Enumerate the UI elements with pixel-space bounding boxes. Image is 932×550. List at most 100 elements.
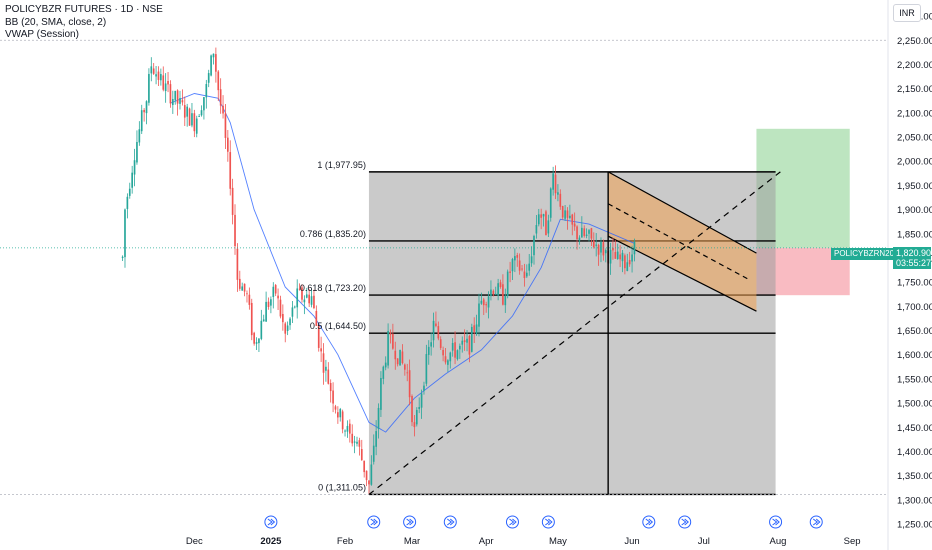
- candle-body: [602, 242, 605, 256]
- last-price-tag: 1,820.90 03:55:27: [893, 247, 931, 269]
- candle-body: [516, 255, 519, 258]
- candle-body: [351, 433, 354, 444]
- price-tick-label: 1,250.00: [897, 520, 932, 531]
- candle-body: [267, 301, 270, 307]
- candle-body: [145, 101, 148, 114]
- fib-level-label: 0 (1,311.05): [318, 482, 366, 492]
- candle-body: [547, 220, 550, 234]
- candle-body: [327, 369, 330, 384]
- candle-body: [322, 353, 325, 373]
- indicator-vwap[interactable]: VWAP (Session): [5, 29, 79, 40]
- candle-body: [136, 141, 138, 163]
- candle-body: [152, 68, 155, 74]
- candle-body: [315, 310, 318, 326]
- channel-lower: [607, 235, 757, 312]
- candle-body: [628, 260, 631, 265]
- currency-selector[interactable]: INR: [893, 4, 921, 22]
- candle-body: [595, 244, 598, 246]
- candle-body: [155, 74, 157, 77]
- candle-body: [272, 286, 275, 297]
- candle-body: [186, 106, 189, 117]
- candle-body: [246, 293, 248, 295]
- candle-body: [317, 325, 320, 348]
- candle-body: [401, 351, 404, 364]
- price-tick-label: 1,600.00: [897, 350, 932, 361]
- candle-body: [490, 289, 492, 297]
- price-tick-label: 1,300.00: [897, 495, 932, 506]
- time-tick-label: Mar: [404, 536, 420, 547]
- candle-body: [564, 210, 566, 219]
- candle-body: [540, 214, 543, 218]
- candle-body: [437, 326, 440, 339]
- candle-body: [179, 98, 181, 104]
- candle-body: [502, 284, 504, 305]
- candle-body: [399, 349, 401, 366]
- candle-body: [260, 320, 263, 339]
- candle-body: [482, 299, 485, 306]
- drawing-lines: [0, 39, 888, 495]
- event-icon: [541, 515, 555, 529]
- candle-body: [126, 196, 129, 209]
- candle-body: [243, 283, 246, 292]
- candle-body: [621, 252, 624, 262]
- candle-body: [203, 97, 205, 111]
- indicator-bb[interactable]: BB (20, SMA, close, 2): [5, 16, 107, 28]
- candle-body: [200, 110, 203, 116]
- candle-body: [229, 152, 232, 189]
- time-tick-label: 2025: [260, 536, 282, 547]
- candle-body: [346, 425, 349, 432]
- price-tick-label: 1,850.00: [897, 229, 932, 240]
- candle-body: [542, 214, 545, 217]
- time-tick-label: Feb: [337, 536, 353, 547]
- candle-body: [380, 377, 382, 410]
- candle-body: [353, 441, 356, 443]
- candle-body: [274, 285, 277, 294]
- candle-body: [210, 55, 212, 76]
- candle-body: [423, 385, 425, 391]
- candle-body: [384, 362, 387, 368]
- time-tick-label: May: [549, 536, 567, 547]
- candle-body: [612, 247, 614, 251]
- candle-body: [358, 440, 361, 447]
- candle-body: [217, 71, 220, 91]
- candle-body: [138, 129, 141, 143]
- candle-body: [597, 244, 600, 255]
- last-price-value: 1,820.90: [896, 248, 932, 258]
- chart-legend: POLICYBZR FUTURES · 1D · NSE BB (20, SMA…: [5, 4, 163, 42]
- candle-body: [430, 342, 432, 347]
- candle-body: [537, 214, 540, 225]
- price-tick-label: 1,350.00: [897, 471, 932, 482]
- event-icon: [642, 515, 656, 529]
- candle-body: [616, 251, 619, 259]
- candle-body: [282, 313, 284, 323]
- candle-body: [131, 172, 133, 188]
- candle-body: [320, 348, 322, 352]
- candle-body: [191, 113, 193, 126]
- candle-body: [480, 300, 483, 304]
- candle-body: [365, 470, 368, 481]
- candle-body: [162, 75, 165, 90]
- candle-body: [205, 84, 208, 98]
- time-axis: Dec 2025 Feb Mar Apr May Jun Jul Aug Sep: [186, 515, 861, 547]
- candle-body: [150, 66, 153, 74]
- candle-body: [305, 294, 308, 298]
- candle-body: [463, 340, 466, 343]
- candle-body: [576, 226, 578, 240]
- candle-body: [573, 223, 576, 227]
- candle-body: [404, 364, 406, 370]
- candle-body: [506, 271, 509, 297]
- candle-body: [236, 248, 239, 280]
- candle-body: [284, 323, 287, 334]
- event-icon: [769, 515, 783, 529]
- candle-body: [444, 356, 447, 363]
- symbol-title[interactable]: POLICYBZR FUTURES · 1D · NSE: [5, 4, 163, 15]
- candle-body: [296, 288, 299, 308]
- candle-body: [313, 295, 315, 309]
- candle-body: [588, 230, 590, 234]
- price-tick-label: 1,400.00: [897, 447, 932, 458]
- candle-body: [585, 234, 588, 236]
- candle-body: [289, 318, 291, 326]
- price-tick-label: 2,100.00: [897, 108, 932, 119]
